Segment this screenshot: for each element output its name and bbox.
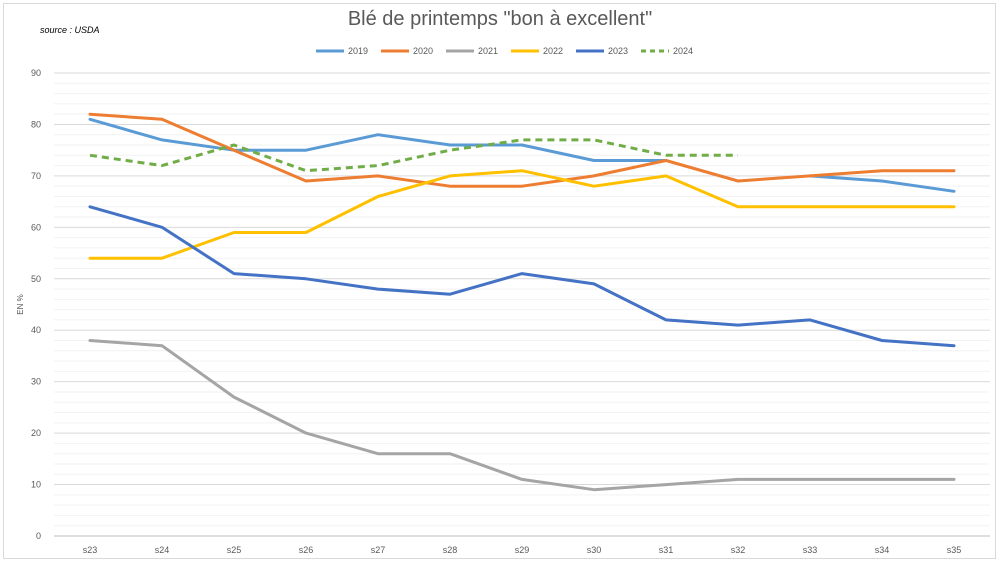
series-line-2024 [89, 138, 738, 173]
y-axis-label: EN % [16, 294, 25, 314]
source-note: source : USDA [40, 25, 100, 35]
y-tick-label: 70 [31, 171, 41, 181]
x-tick-label: s35 [947, 545, 962, 555]
legend-label-2020: 2020 [413, 46, 433, 56]
y-tick-label: 80 [31, 119, 41, 129]
y-tick-label: 0 [36, 531, 41, 541]
y-tick-label: 90 [31, 68, 41, 78]
x-tick-label: s25 [227, 545, 242, 555]
y-tick-label: 50 [31, 274, 41, 284]
legend-label-2022: 2022 [543, 46, 563, 56]
x-tick-label: s24 [155, 545, 170, 555]
series-line-2020 [88, 112, 956, 188]
legend-label-2023: 2023 [608, 46, 628, 56]
chart-frame [3, 3, 996, 559]
x-tick-label: s28 [443, 545, 458, 555]
y-tick-label: 60 [31, 222, 41, 232]
x-tick-label: s34 [875, 545, 890, 555]
x-tick-label: s31 [659, 545, 674, 555]
x-tick-label: s27 [371, 545, 386, 555]
x-tick-label: s32 [731, 545, 746, 555]
x-tick-label: s23 [83, 545, 98, 555]
x-tick-label: s30 [587, 545, 602, 555]
legend-label-2024: 2024 [673, 46, 693, 56]
series-line-2023 [88, 205, 956, 348]
legend-label-2021: 2021 [478, 46, 498, 56]
x-tick-label: s26 [299, 545, 314, 555]
y-tick-label: 20 [31, 428, 41, 438]
y-tick-label: 40 [31, 325, 41, 335]
series-line-2021 [88, 339, 956, 492]
y-tick-label: 30 [31, 377, 41, 387]
chart-title: Blé de printemps "bon à excellent" [347, 8, 653, 30]
x-tick-label: s33 [803, 545, 818, 555]
y-tick-label: 10 [31, 480, 41, 490]
series-line-2019 [88, 117, 956, 193]
series-line-2022 [88, 169, 956, 260]
x-tick-label: s29 [515, 545, 530, 555]
legend-label-2019: 2019 [348, 46, 368, 56]
